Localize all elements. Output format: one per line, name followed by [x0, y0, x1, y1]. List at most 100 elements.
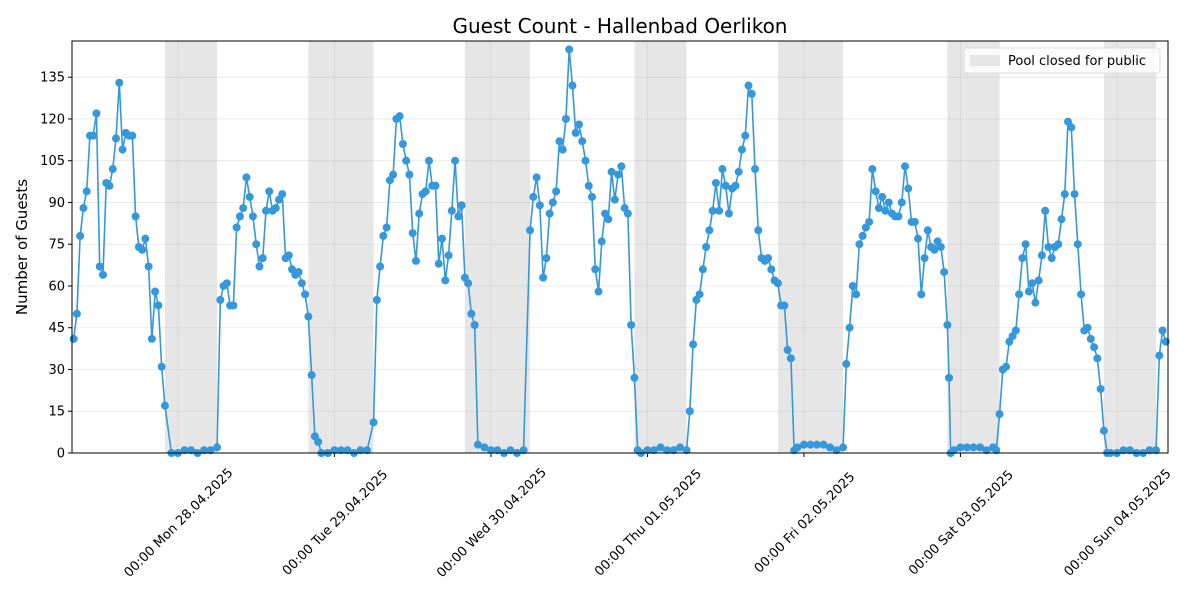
- y-axis-label: Number of Guests: [13, 179, 31, 315]
- data-point: [751, 165, 760, 174]
- data-point: [138, 245, 147, 254]
- data-point: [154, 301, 163, 310]
- data-point: [597, 237, 606, 246]
- data-point: [160, 401, 169, 410]
- data-point: [685, 407, 694, 416]
- data-point: [411, 256, 420, 265]
- data-point: [767, 265, 776, 274]
- data-point: [222, 279, 231, 288]
- data-point: [731, 181, 740, 190]
- data-point: [780, 301, 789, 310]
- data-point: [382, 223, 391, 232]
- data-point: [744, 81, 753, 90]
- data-point: [940, 268, 949, 277]
- data-point: [297, 279, 306, 288]
- data-point: [248, 212, 257, 221]
- data-point: [1077, 290, 1086, 299]
- data-point: [1083, 323, 1092, 332]
- data-point: [962, 443, 971, 452]
- data-point: [568, 81, 577, 90]
- data-point: [826, 443, 835, 452]
- y-tick-label: 0: [57, 447, 65, 462]
- data-point: [741, 131, 750, 140]
- data-point: [112, 134, 121, 143]
- data-point: [372, 295, 381, 304]
- data-point: [271, 204, 280, 213]
- y-tick-label: 75: [48, 238, 65, 253]
- data-point: [754, 226, 763, 235]
- data-point: [783, 346, 792, 354]
- data-point: [1021, 240, 1030, 249]
- data-point: [871, 187, 880, 196]
- data-point: [832, 446, 841, 455]
- data-point: [630, 373, 639, 382]
- data-point: [581, 156, 590, 165]
- data-point: [330, 446, 339, 455]
- data-point: [200, 446, 209, 455]
- data-point: [982, 446, 991, 455]
- data-point: [1054, 240, 1063, 249]
- data-point: [878, 192, 887, 201]
- data-point: [607, 167, 616, 176]
- data-point: [702, 243, 711, 251]
- data-point: [992, 446, 1001, 455]
- data-point: [229, 301, 238, 310]
- data-point: [115, 78, 124, 87]
- data-point: [1152, 446, 1161, 455]
- data-point: [969, 443, 978, 452]
- data-point: [1041, 206, 1050, 215]
- data-point: [936, 243, 945, 251]
- data-point: [1070, 190, 1079, 199]
- data-point: [255, 262, 264, 271]
- data-point: [764, 254, 773, 263]
- data-point: [1090, 343, 1099, 352]
- data-point: [92, 109, 101, 118]
- data-point: [1086, 334, 1095, 343]
- data-point: [897, 198, 906, 207]
- data-point: [480, 443, 489, 452]
- y-tick-label: 90: [48, 196, 65, 211]
- data-point: [930, 245, 939, 254]
- data-point: [307, 371, 316, 380]
- data-point: [239, 204, 248, 213]
- data-point: [147, 334, 156, 343]
- chart-title: Guest Count - Hallenbad Oerlikon: [453, 14, 788, 38]
- data-point: [252, 240, 261, 249]
- data-point: [627, 320, 636, 329]
- data-point: [649, 446, 658, 455]
- data-point: [473, 440, 482, 449]
- data-point: [434, 259, 443, 268]
- data-point: [1119, 446, 1128, 455]
- data-point: [395, 112, 404, 121]
- data-point: [89, 131, 98, 140]
- data-point: [314, 437, 323, 446]
- data-point: [454, 212, 463, 221]
- data-point: [552, 187, 561, 196]
- data-point: [737, 145, 746, 154]
- data-point: [464, 279, 473, 288]
- data-point: [157, 362, 166, 371]
- data-point: [578, 137, 587, 146]
- data-point: [604, 215, 613, 224]
- data-point: [588, 192, 597, 201]
- data-point: [799, 440, 808, 449]
- data-point: [69, 334, 78, 343]
- data-point: [542, 254, 551, 263]
- data-point: [438, 234, 447, 243]
- data-point: [457, 201, 466, 210]
- data-point: [558, 145, 567, 154]
- data-point: [1096, 384, 1105, 393]
- data-point: [451, 156, 460, 165]
- data-point: [1018, 254, 1027, 263]
- closed-span: [308, 41, 374, 453]
- data-point: [213, 443, 222, 452]
- data-point: [949, 446, 958, 455]
- data-point: [72, 309, 81, 318]
- data-point: [708, 206, 717, 215]
- data-point: [711, 178, 720, 187]
- data-point: [773, 279, 782, 288]
- data-point: [855, 240, 864, 249]
- data-point: [663, 446, 672, 455]
- data-point: [529, 192, 538, 201]
- data-point: [379, 231, 388, 240]
